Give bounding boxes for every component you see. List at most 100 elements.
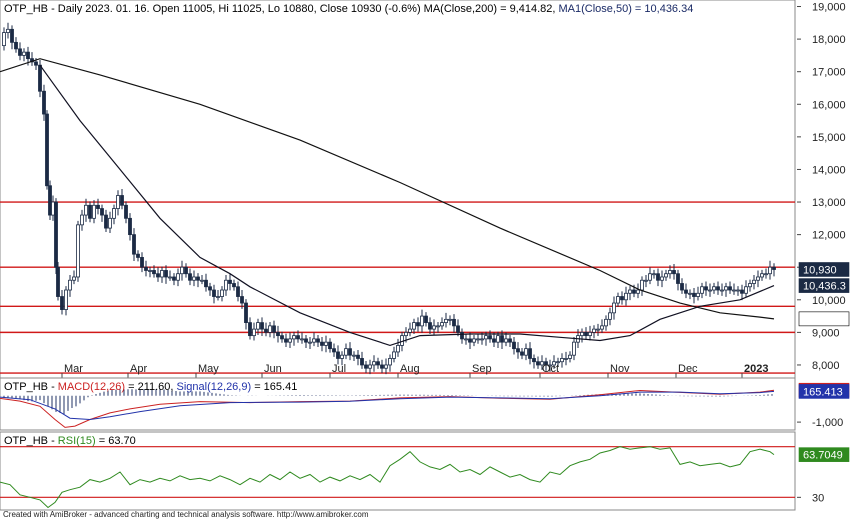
candle-body (22, 51, 26, 56)
candle-body (636, 289, 640, 294)
candle-body (68, 279, 72, 291)
candle-body (448, 318, 452, 321)
candle-body (720, 289, 724, 292)
candle-body (72, 276, 76, 281)
candle-body (380, 364, 384, 369)
candle-body (580, 331, 584, 337)
price-y-tick-label: 12,000 (812, 230, 846, 242)
candle-body (34, 61, 38, 66)
candle-body (96, 204, 100, 209)
candle-body (552, 361, 556, 366)
price-y-tick-label: 10,000 (812, 295, 846, 307)
candle-body (496, 335, 500, 343)
candle-body (280, 335, 284, 340)
price-y-tick-label: 16,000 (812, 99, 846, 111)
candle-body (704, 286, 708, 291)
candle-body (180, 266, 184, 275)
candle-body (176, 273, 180, 281)
candle-body (468, 338, 472, 343)
candle-body (428, 322, 432, 330)
candle-body (236, 286, 240, 297)
macd-tags: 211.604165.413 (798, 382, 850, 399)
rsi-title: OTP_HB - RSI(15) = 63.70 (4, 435, 136, 447)
candle-body (100, 208, 104, 216)
candle-body (120, 195, 124, 206)
candle-body (728, 286, 732, 291)
candle-body (6, 28, 10, 33)
candle-body (688, 292, 692, 295)
candle-body (564, 358, 568, 360)
price-tag-box (798, 311, 850, 327)
candle-body (736, 289, 740, 292)
rsi-y-tick-label: 30 (812, 492, 824, 504)
candle-body (692, 292, 696, 297)
candle-body (124, 204, 128, 219)
price-x-tick-label: Aug (400, 363, 420, 375)
price-x-tick-label: Apr (130, 363, 147, 375)
candle-body (668, 270, 672, 275)
macd-title-macd-value: = 211.60, (125, 381, 176, 393)
macd-title-name: OTP_HB - (4, 381, 58, 393)
price-y-tick-label: 15,000 (812, 132, 846, 144)
price-tag-box (798, 278, 850, 293)
candle-body (388, 358, 392, 366)
candle-body (232, 283, 236, 288)
candle-body (42, 90, 46, 115)
price-y-tick-label: 17,000 (812, 67, 846, 79)
price-tag-label: 9,414.82 (803, 314, 846, 326)
candle-body (484, 335, 488, 340)
candle-body (724, 286, 728, 291)
candle-body (292, 335, 296, 340)
candle-body (328, 341, 332, 350)
candle-body (164, 270, 168, 278)
candle-body (772, 266, 776, 270)
candle-body (268, 325, 272, 333)
candle-body (436, 325, 440, 328)
candle-body (160, 270, 164, 278)
candle-body (51, 201, 55, 216)
candle-body (48, 185, 52, 216)
candle-body (752, 279, 756, 284)
candle-body (600, 325, 604, 330)
price-y-tick-label: 19,000 (812, 2, 846, 14)
candle-body (336, 351, 340, 359)
macd-histogram (3, 389, 773, 414)
candle-body (524, 348, 528, 356)
candle-body (168, 276, 172, 279)
rsi-tags: 63.7049 (798, 447, 850, 462)
price-horizontal-lines (0, 201, 795, 374)
candle-body (332, 348, 336, 353)
rsi-title-value: = 63.70 (96, 435, 136, 447)
candle-body (316, 338, 320, 343)
candle-body (54, 201, 58, 268)
candle-body (144, 266, 148, 271)
candle-body (324, 341, 328, 346)
candle-body (104, 214, 108, 229)
candle-body (140, 257, 144, 268)
candle-body (320, 341, 324, 346)
candle-body (2, 32, 6, 47)
candle-body (45, 113, 49, 187)
candle-body (620, 296, 624, 301)
candle-body (220, 289, 224, 297)
rsi-title-rsi: RSI(15) (58, 435, 96, 447)
price-x-tick-label: Oct (542, 363, 559, 375)
candle-body (356, 354, 360, 359)
price-tag-label: 10,930 (803, 264, 837, 276)
candle-body (228, 279, 232, 284)
candle-body (172, 276, 176, 281)
price-y-ticks: 8,0009,00010,00011,00012,00013,00014,000… (797, 2, 846, 372)
candle-body (92, 204, 96, 219)
price-x-tick-label: Nov (610, 363, 630, 375)
candle-body (256, 322, 260, 330)
candle-body (656, 273, 660, 281)
candle-body (112, 208, 116, 219)
candle-body (376, 361, 380, 366)
macd-title-signal: Signal(12,26,9) (177, 381, 252, 393)
price-x-tick-label: Sep (472, 363, 492, 375)
candle-body (84, 204, 88, 216)
candle-body (10, 28, 14, 43)
candle-body (624, 292, 628, 301)
price-x-tick-label: Mar (64, 363, 83, 375)
price-x-tick-label: 2023 (744, 363, 768, 375)
